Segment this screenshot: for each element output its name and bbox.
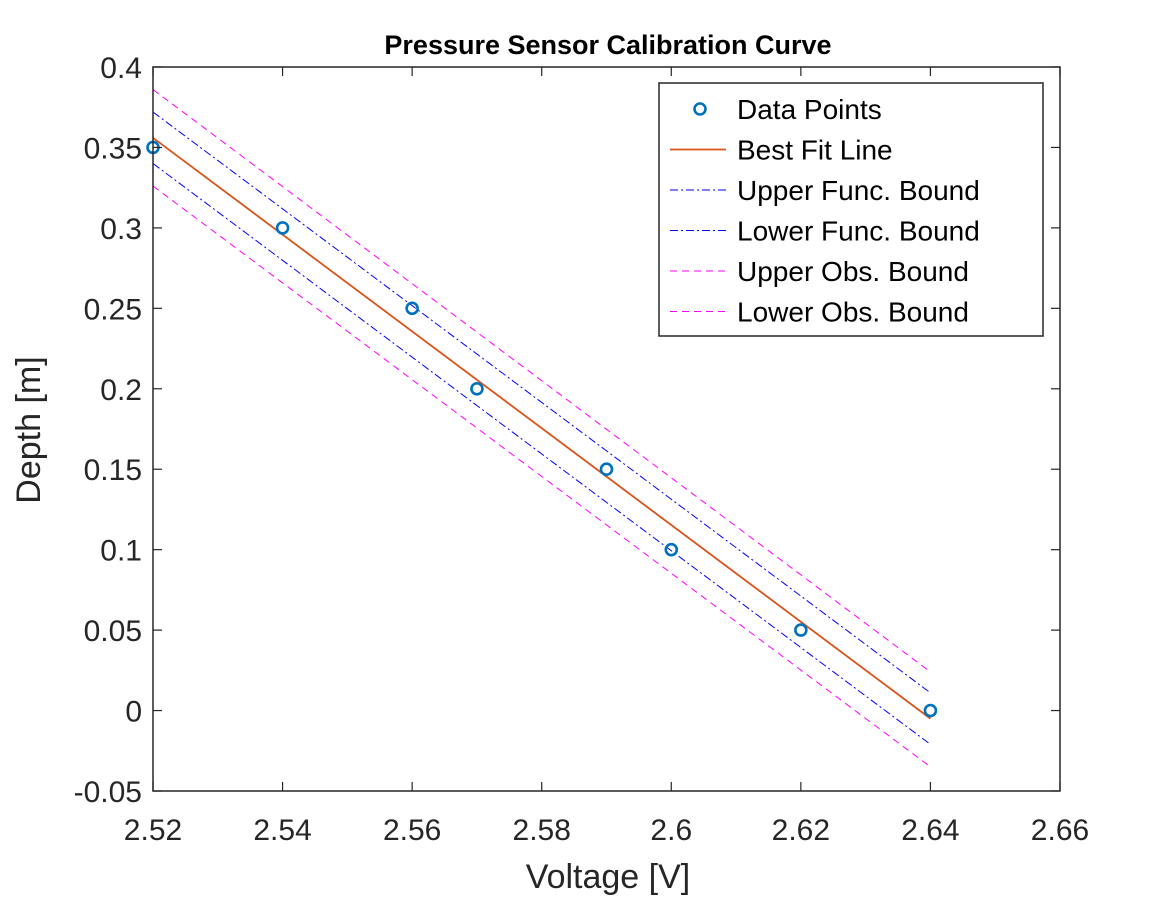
legend-marker [693,102,707,116]
x-tick-label: 2.66 [1031,814,1089,847]
y-tick-label: 0.25 [84,293,142,326]
legend-label: Lower Func. Bound [737,216,980,247]
chart-title: Pressure Sensor Calibration Curve [384,30,831,60]
data-point [794,623,808,637]
y-axis-label: Depth [m] [10,356,48,503]
legend-item-data-points: Data Points [693,94,882,125]
legend: Data Points Best Fit Line Upper Func. Boun… [658,82,1044,337]
y-tick-label: 0.15 [84,454,142,487]
x-axis-label: Voltage [V] [526,858,690,896]
data-point [664,542,679,557]
legend-item-upper-func-bound: Upper Func. Bound [670,175,980,206]
series-line-lower-func-bound [153,163,931,745]
legend-label: Best Fit Line [737,135,893,166]
y-tick-label: 0.35 [84,132,142,165]
legend-label: Data Points [737,94,882,125]
legend-label: Upper Obs. Bound [737,256,969,287]
y-tick-label: 0.2 [100,374,142,407]
x-tick-label: 2.64 [901,814,959,847]
series-line-lower-obs-bound [153,185,931,768]
legend-label: Upper Func. Bound [737,175,980,206]
x-tick-label: 2.54 [253,814,311,847]
data-point [275,221,290,235]
x-tick-label: 2.56 [383,814,441,847]
legend-item-best-fit-line: Best Fit Line [670,135,893,166]
data-point [405,301,419,316]
series-line-upper-obs-bound [153,89,931,673]
y-tick-label: 0 [125,696,142,729]
data-point [923,703,938,718]
y-tick-label: 0.4 [100,52,142,85]
y-tick-label: 0.1 [100,535,142,568]
x-tick-label: 2.6 [650,814,692,847]
y-tick-label: 0.05 [84,615,142,648]
x-tick-label: 2.62 [772,814,830,847]
data-point [599,462,614,477]
series-line-upper-func-bound [153,111,931,694]
legend-item-lower-func-bound: Lower Func. Bound [670,216,980,247]
axes-layer: 2.52 2.54 2.56 2.58 2.6 2.62 2.64 2.66 -0.05 0 0.0… [74,52,1090,847]
legend-label: Lower Obs. Bound [737,297,969,328]
x-tick-label: 2.58 [513,814,571,847]
legend-item-lower-obs-bound: Lower Obs. Bound [670,297,969,328]
axes-box [152,66,1061,792]
legend-box [658,82,1044,337]
legend-item-upper-obs-bound: Upper Obs. Bound [670,256,969,287]
y-tick-label: -0.05 [74,776,142,809]
x-tick-label: 2.52 [124,814,182,847]
y-tick-label: 0.3 [100,213,142,246]
data-point [470,381,484,396]
